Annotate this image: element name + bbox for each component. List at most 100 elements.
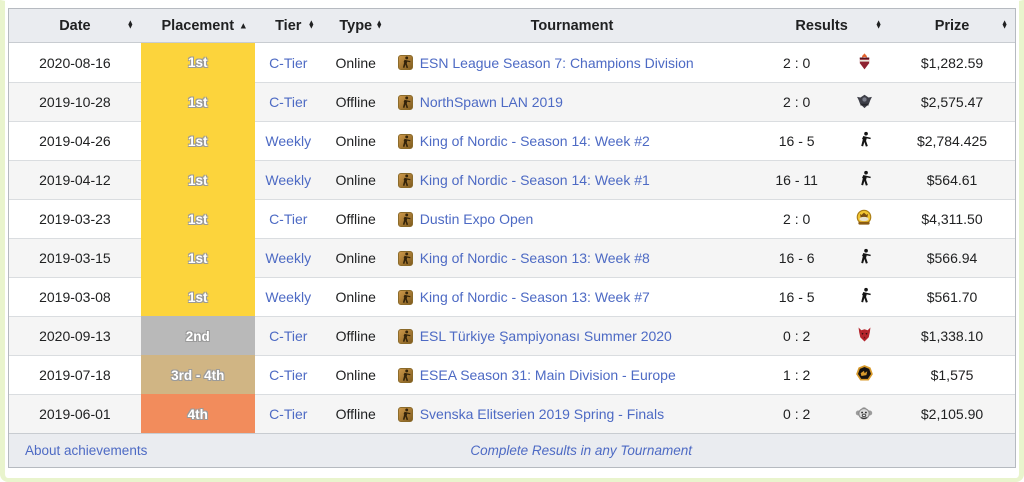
tier-cell: Weekly: [254, 160, 322, 199]
counter-strike-game-icon[interactable]: [397, 133, 413, 149]
placement-badge: 1st: [140, 238, 255, 277]
tier-link[interactable]: C-Tier: [269, 94, 308, 110]
tier-link[interactable]: C-Tier: [269, 406, 308, 422]
column-label: Date: [59, 17, 91, 34]
placement-badge: 1st: [140, 82, 255, 121]
prize-cell: $1,575: [889, 355, 1015, 394]
tournament-link[interactable]: ESEA Season 31: Main Division - Europe: [419, 367, 676, 383]
counter-strike-game-icon[interactable]: [397, 289, 413, 305]
column-header-prize[interactable]: Prize ▲ ▼: [889, 9, 1015, 43]
counter-strike-game-icon[interactable]: [397, 328, 413, 344]
type-cell: Online: [321, 121, 390, 160]
tier-link[interactable]: C-Tier: [269, 328, 308, 344]
placement-badge: 2nd: [140, 316, 255, 355]
tier-link[interactable]: C-Tier: [269, 211, 308, 227]
column-label: Tier: [275, 17, 302, 34]
date-cell: 2019-10-28: [9, 82, 141, 121]
counter-strike-game-icon[interactable]: [397, 250, 413, 266]
tier-cell: Weekly: [254, 238, 322, 277]
column-header-tier[interactable]: Tier ▲ ▼: [254, 9, 322, 43]
placement-badge: 1st: [140, 121, 255, 160]
counter-strike-game-icon[interactable]: [397, 94, 413, 110]
table-row: 2020-08-16 1st C-Tier Online ESN League Seas…: [9, 43, 1015, 82]
tournament-link[interactable]: ESL Türkiye Şampiyonası Summer 2020: [419, 328, 672, 344]
tier-link[interactable]: C-Tier: [269, 367, 308, 383]
prize-cell: $561.70: [889, 277, 1015, 316]
tournament-link[interactable]: King of Nordic - Season 14: Week #1: [419, 172, 650, 188]
counter-strike-game-icon[interactable]: [397, 172, 413, 188]
tournament-cell: ESL Türkiye Şampiyonası Summer 2020: [389, 316, 755, 355]
column-header-date[interactable]: Date ▲ ▼: [9, 9, 141, 43]
tournament-link[interactable]: Dustin Expo Open: [419, 211, 534, 227]
counter-strike-game-icon[interactable]: [397, 367, 413, 383]
table-row: 2019-03-08 1st Weekly Online King of Nordic …: [9, 277, 1015, 316]
counter-strike-game-icon[interactable]: [397, 55, 413, 70]
column-label: Type: [339, 17, 373, 34]
prize-cell: $2,105.90: [889, 394, 1015, 433]
tournament-cell: ESEA Season 31: Main Division - Europe: [389, 355, 755, 394]
gold-heptagon-logo[interactable]: [855, 365, 873, 382]
tier-link[interactable]: C-Tier: [269, 54, 308, 71]
prize-cell: $1,282.59: [889, 43, 1015, 82]
column-header-tournament: Tournament: [389, 9, 755, 43]
clown-face-logo[interactable]: [855, 404, 873, 422]
tournament-link[interactable]: King of Nordic - Season 13: Week #7: [419, 289, 650, 305]
table-row: 2019-10-28 1st C-Tier Offline NorthSpawn LAN…: [9, 82, 1015, 121]
placement-badge: 1st: [140, 43, 255, 82]
tournament-cell: NorthSpawn LAN 2019: [389, 82, 755, 121]
tournament-link[interactable]: NorthSpawn LAN 2019: [419, 94, 563, 110]
table-row: 2020-09-13 2nd C-Tier Offline ESL Türkiye Şa…: [9, 316, 1015, 355]
date-cell: 2020-08-16: [9, 43, 141, 82]
table-row: 2019-03-23 1st C-Tier Offline Dustin Expo Op…: [9, 199, 1015, 238]
table-footer-row: About achievements Complete Results in a…: [9, 433, 1015, 467]
dark-winged-crest-logo[interactable]: [856, 92, 873, 109]
tier-cell: C-Tier: [254, 394, 322, 433]
date-cell: 2019-03-23: [9, 199, 141, 238]
tier-cell: C-Tier: [254, 82, 322, 121]
tier-link[interactable]: Weekly: [265, 133, 312, 149]
ct-player-silhouette-logo[interactable]: [855, 130, 874, 149]
red-flame-crest-logo[interactable]: [856, 52, 873, 70]
counter-strike-game-icon[interactable]: [397, 406, 413, 422]
column-header-results[interactable]: Results ▲ ▼: [754, 9, 890, 43]
tournament-link[interactable]: ESN League Season 7: Champions Division: [419, 54, 694, 71]
table-row: 2019-04-12 1st Weekly Online King of Nordic …: [9, 160, 1015, 199]
score-cell: 1 : 2: [754, 355, 840, 394]
granit-badge-logo[interactable]: [855, 209, 873, 227]
tier-link[interactable]: Weekly: [265, 172, 312, 188]
type-cell: Online: [321, 277, 390, 316]
red-demon-logo[interactable]: [856, 326, 873, 343]
opponent-logo-cell: [839, 160, 890, 199]
ct-player-silhouette-logo[interactable]: [855, 286, 874, 305]
tournament-link[interactable]: King of Nordic - Season 14: Week #2: [419, 133, 650, 149]
placement-badge: 1st: [140, 199, 255, 238]
column-header-placement[interactable]: Placement ▲: [140, 9, 255, 43]
prize-cell: $2,784.425: [889, 121, 1015, 160]
tier-link[interactable]: Weekly: [265, 289, 312, 305]
ct-player-silhouette-logo[interactable]: [855, 247, 874, 266]
sort-toggle-icon: ▲ ▼: [875, 18, 883, 31]
tournament-link[interactable]: King of Nordic - Season 13: Week #8: [419, 250, 650, 266]
table-row: 2019-07-18 3rd - 4th C-Tier Online ESEA Seas…: [9, 355, 1015, 394]
score-cell: 16 - 11: [754, 160, 840, 199]
tournament-link[interactable]: Svenska Elitserien 2019 Spring - Finals: [419, 406, 665, 422]
score-cell: 2 : 0: [754, 43, 840, 82]
column-label: Tournament: [530, 17, 614, 34]
complete-results-link[interactable]: Complete Results in any Tournament: [470, 443, 692, 458]
type-cell: Online: [321, 238, 390, 277]
ct-player-silhouette-logo[interactable]: [855, 169, 874, 188]
score-cell: 16 - 5: [754, 121, 840, 160]
date-cell: 2019-07-18: [9, 355, 141, 394]
type-cell: Online: [321, 355, 390, 394]
type-cell: Online: [321, 43, 390, 82]
date-cell: 2019-04-26: [9, 121, 141, 160]
counter-strike-game-icon[interactable]: [397, 211, 413, 227]
date-cell: 2019-03-15: [9, 238, 141, 277]
table-row: 2019-06-01 4th C-Tier Offline Svenska Elitse…: [9, 394, 1015, 433]
sort-ascending-icon: ▲: [238, 20, 248, 30]
column-header-type[interactable]: Type ▲ ▼: [321, 9, 390, 43]
tournament-cell: King of Nordic - Season 14: Week #2: [389, 121, 755, 160]
about-achievements-link[interactable]: About achievements: [25, 443, 148, 458]
tier-link[interactable]: Weekly: [265, 250, 312, 266]
opponent-logo-cell: [839, 121, 890, 160]
